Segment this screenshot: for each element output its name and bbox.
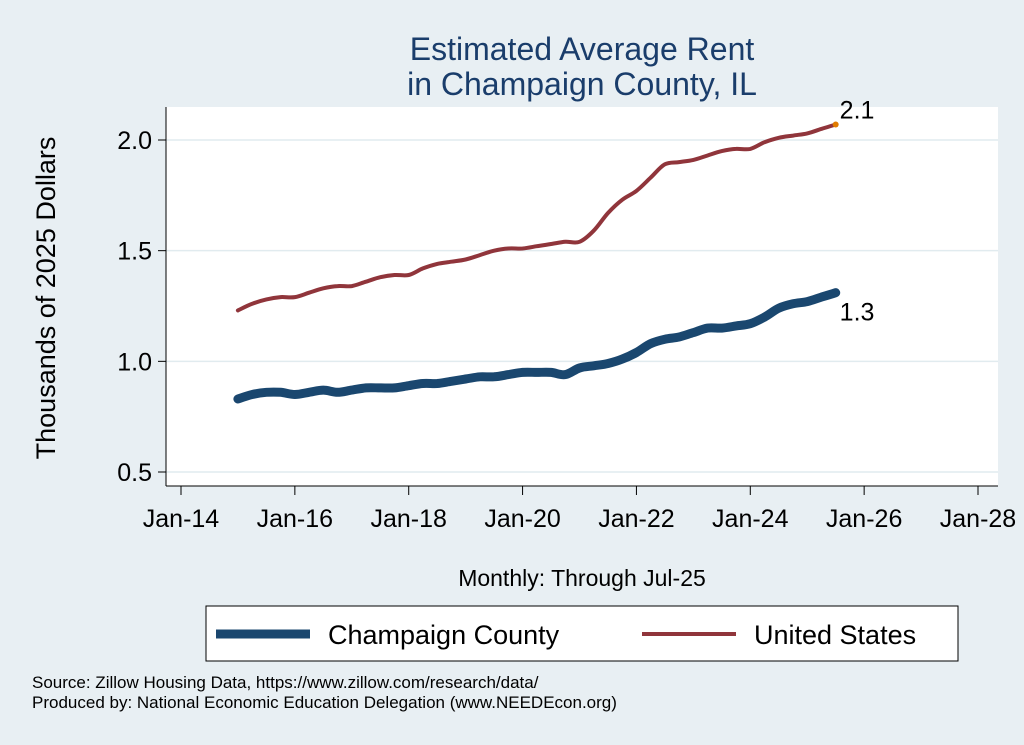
legend-label-us: United States	[754, 620, 916, 650]
chart-title-line-2: in Champaign County, IL	[407, 66, 757, 102]
end-label-champaign: 1.3	[840, 299, 875, 327]
y-tick-label: 2.0	[117, 127, 152, 155]
series-lines	[233, 122, 841, 404]
legend-label-champaign: Champaign County	[328, 620, 560, 650]
source-note: Source: Zillow Housing Data, https://www…	[32, 673, 539, 692]
gridlines	[166, 139, 998, 473]
y-tick-label: 1.5	[117, 238, 152, 266]
x-tick-label: Jan-14	[143, 505, 220, 533]
end-point-champaign	[831, 288, 840, 297]
x-tick-label: Jan-28	[940, 505, 1016, 533]
end-point-us	[832, 121, 839, 128]
end-label-us: 2.1	[840, 97, 875, 125]
x-tick-label: Jan-16	[257, 505, 333, 533]
x-tick-label: Jan-24	[712, 505, 789, 533]
end-labels: 1.3 2.1	[831, 97, 875, 327]
plot-area	[166, 107, 998, 486]
y-tick-label: 1.0	[117, 348, 152, 376]
series-line-champaign	[233, 288, 841, 404]
x-tick-label: Jan-22	[598, 505, 674, 533]
axes: 0.5 1.0 1.5 2.0 Jan-14 Jan-16 Jan-18 Jan-20 Jan-…	[117, 107, 1016, 533]
x-tick-label: Jan-26	[826, 505, 902, 533]
series-line-us	[235, 122, 838, 313]
chart-title-line-1: Estimated Average Rent	[410, 31, 755, 67]
y-axis-label: Thousands of 2025 Dollars	[31, 137, 61, 460]
legend: Champaign County United States	[205, 605, 959, 662]
x-tick-label: Jan-18	[370, 505, 446, 533]
producer-note: Produced by: National Economic Education…	[32, 693, 617, 712]
x-tick-label: Jan-20	[484, 505, 560, 533]
legend-box	[205, 605, 959, 662]
y-tick-label: 0.5	[117, 459, 152, 487]
x-axis-label: Monthly: Through Jul-25	[458, 565, 706, 591]
